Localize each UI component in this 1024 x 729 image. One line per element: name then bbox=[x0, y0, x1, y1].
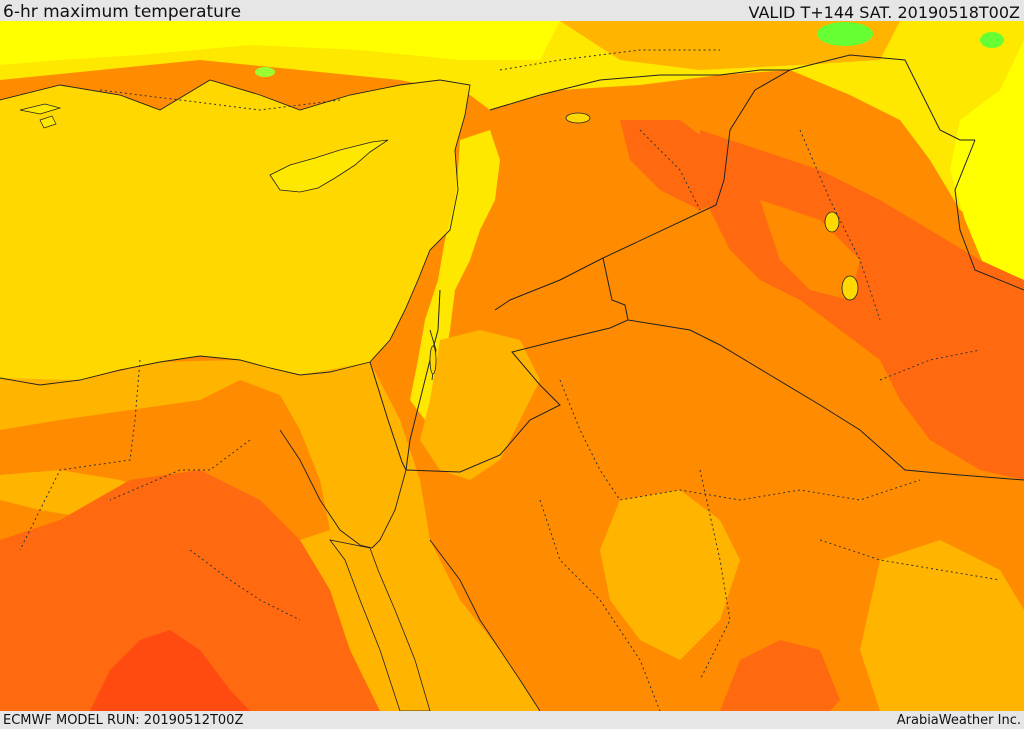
rhodes-island bbox=[39, 115, 57, 129]
east-cooler-patch bbox=[760, 200, 860, 300]
east-bright-zone bbox=[950, 40, 1024, 300]
saudi-light-zone bbox=[600, 490, 740, 660]
north-green-patch-east bbox=[980, 32, 1004, 48]
jordan-light-zone bbox=[420, 330, 540, 480]
syria-hot-patch bbox=[620, 120, 730, 210]
south-hot-zone bbox=[720, 640, 840, 711]
coastlines bbox=[0, 79, 541, 711]
cyprus bbox=[269, 139, 389, 193]
south-west-hot-zone bbox=[0, 470, 380, 711]
province-borders bbox=[19, 49, 1001, 711]
credit-label: ArabiaWeather Inc. bbox=[896, 713, 1021, 728]
model-run: ECMWF MODEL RUN: 20190512T00Z bbox=[3, 713, 244, 728]
north-bright-zone bbox=[0, 21, 560, 65]
dead-sea bbox=[429, 345, 437, 375]
north-east-light-zone bbox=[560, 21, 900, 70]
map-title: 6-hr maximum temperature bbox=[3, 2, 242, 22]
south-east-light-zone bbox=[860, 540, 1024, 711]
temperature-map bbox=[0, 21, 1024, 711]
map-header: 6-hr maximum temperature VALID T+144 SAT… bbox=[0, 0, 1024, 21]
map-footer: ECMWF MODEL RUN: 20190512T00Z ArabiaWeat… bbox=[0, 711, 1024, 729]
north-green-patch bbox=[817, 22, 873, 46]
lake-tharthar bbox=[841, 275, 859, 301]
lake-habbaniyah bbox=[824, 211, 840, 233]
temperature-map-svg bbox=[0, 21, 1024, 711]
south-west-hottest-zone bbox=[90, 630, 250, 711]
north-green-patch-west bbox=[255, 67, 275, 77]
country-borders bbox=[369, 54, 1024, 481]
lake-assad bbox=[565, 112, 591, 124]
red-sea bbox=[329, 539, 431, 711]
valid-time: VALID T+144 SAT. 20190518T00Z bbox=[748, 3, 1020, 22]
crete-island bbox=[19, 103, 62, 115]
